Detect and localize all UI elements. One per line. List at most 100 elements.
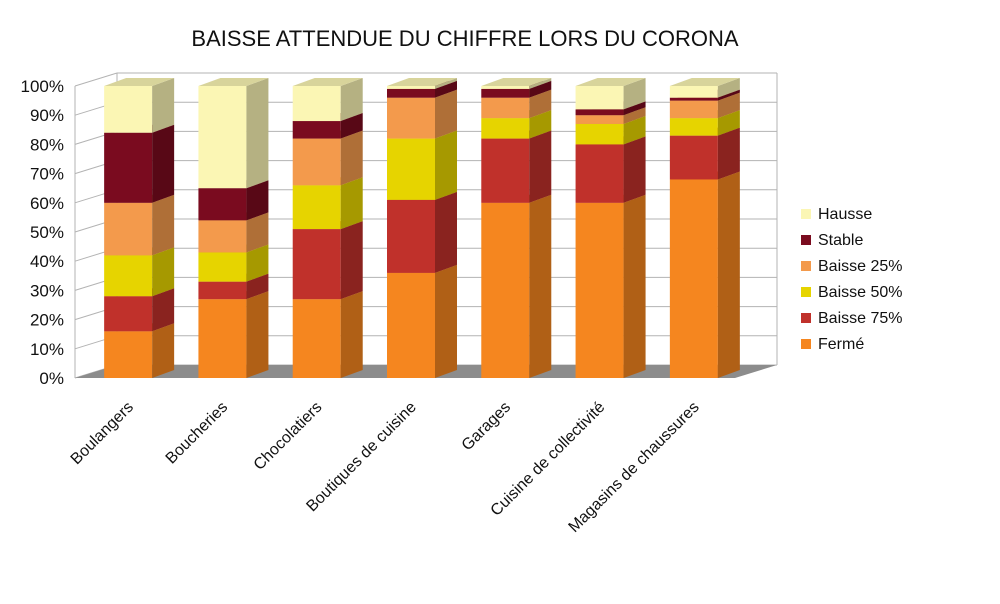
bar-segment (104, 323, 175, 378)
bar-segment (387, 191, 457, 273)
bar-front (481, 88, 530, 98)
bar-front (198, 299, 247, 378)
bar-front (575, 86, 624, 110)
bar-side (152, 323, 175, 378)
bar-side (340, 291, 363, 378)
bar-side (717, 92, 740, 119)
bar-segment (104, 124, 175, 203)
bar-side (340, 177, 363, 230)
bar-top (669, 78, 740, 86)
bar-side (529, 89, 552, 119)
bar-segment (198, 291, 269, 378)
bar-segment (575, 194, 646, 378)
bar-segment (387, 264, 457, 378)
y-tick-label: 10% (30, 340, 64, 359)
bar-front (198, 281, 247, 300)
bar-segment (292, 78, 363, 122)
bar-segment (481, 194, 552, 378)
bar-segment (292, 291, 363, 378)
y-tick-label: 0% (39, 369, 64, 388)
bar-side (246, 244, 269, 282)
bar-front (387, 88, 435, 98)
y-axis: 0% 10% 20% 30% 40% 50% 60% 70% 80% 90% 100% (21, 77, 64, 388)
y-tick-label: 20% (30, 311, 64, 330)
bar-side (246, 180, 269, 221)
bar-segment (292, 130, 363, 186)
bar-side (717, 110, 740, 136)
bar-front (387, 86, 435, 89)
bar-side (246, 291, 269, 378)
legend-swatch (801, 339, 811, 349)
bar-stack (669, 78, 740, 378)
bar-stack (104, 78, 175, 378)
legend-label: Stable (818, 232, 863, 249)
chart-title: BAISSE ATTENDUE DU CHIFFRE LORS DU CORON… (191, 26, 739, 51)
bar-side (529, 130, 552, 203)
bar-segment (198, 78, 269, 189)
bar-stack (387, 78, 457, 378)
bar-front (104, 132, 153, 203)
x-tick-label: Boulangers (68, 399, 137, 468)
y-tick-label: 40% (30, 252, 64, 271)
y-tick-label: 90% (30, 106, 64, 125)
bar-front (387, 138, 435, 200)
bar-stack (575, 78, 646, 378)
bar-front (198, 220, 247, 253)
bar-front (387, 97, 435, 139)
bar-front (481, 202, 530, 378)
bar-segment (669, 171, 740, 378)
bar-side (623, 101, 646, 116)
bar-front (292, 138, 341, 186)
bar-front (292, 229, 341, 300)
bar-stack (481, 78, 552, 378)
x-tick-label: Garages (459, 399, 514, 454)
bar-front (481, 97, 530, 119)
bar-front (292, 86, 341, 122)
y-tick-label: 60% (30, 194, 64, 213)
legend-label: Fermé (818, 336, 864, 353)
bars (104, 78, 740, 378)
bar-side (623, 107, 646, 124)
bar-side (717, 171, 740, 378)
bar-top (104, 78, 175, 86)
gridline-side (74, 72, 118, 87)
bar-front (481, 118, 530, 139)
bar-side (340, 130, 363, 186)
bar-side (152, 247, 175, 297)
bar-segment (575, 78, 646, 110)
bar-front (575, 115, 624, 124)
bar-side (340, 113, 363, 139)
legend-item: Baisse 75% (801, 310, 903, 327)
bar-front (104, 202, 153, 256)
bar-front (669, 135, 718, 180)
bar-side (435, 80, 457, 98)
bar-side (717, 89, 740, 101)
bar-side (246, 273, 269, 300)
bar-side (529, 194, 552, 378)
bar-segment (104, 194, 175, 256)
bar-side (246, 212, 269, 253)
legend-swatch (801, 313, 811, 323)
bar-segment (387, 78, 457, 89)
bar-front (669, 100, 718, 119)
bar-side (623, 136, 646, 203)
bar-side (435, 264, 457, 378)
bar-side (623, 194, 646, 378)
bar-front (387, 272, 435, 378)
bar-front (669, 97, 718, 101)
y-tick-label: 100% (21, 77, 64, 96)
bar-front (198, 188, 247, 221)
legend-item: Baisse 50% (801, 284, 903, 301)
bar-top (575, 78, 646, 86)
bar-top (481, 78, 552, 86)
bar-segment (292, 221, 363, 300)
legend-label: Baisse 25% (818, 258, 903, 275)
bar-segment (104, 78, 175, 133)
legend-swatch (801, 235, 811, 245)
bar-front (575, 202, 624, 378)
legend-label: Baisse 50% (818, 284, 903, 301)
bar-segment (481, 130, 552, 203)
bar-side (623, 115, 646, 145)
bar-stack (292, 78, 363, 378)
